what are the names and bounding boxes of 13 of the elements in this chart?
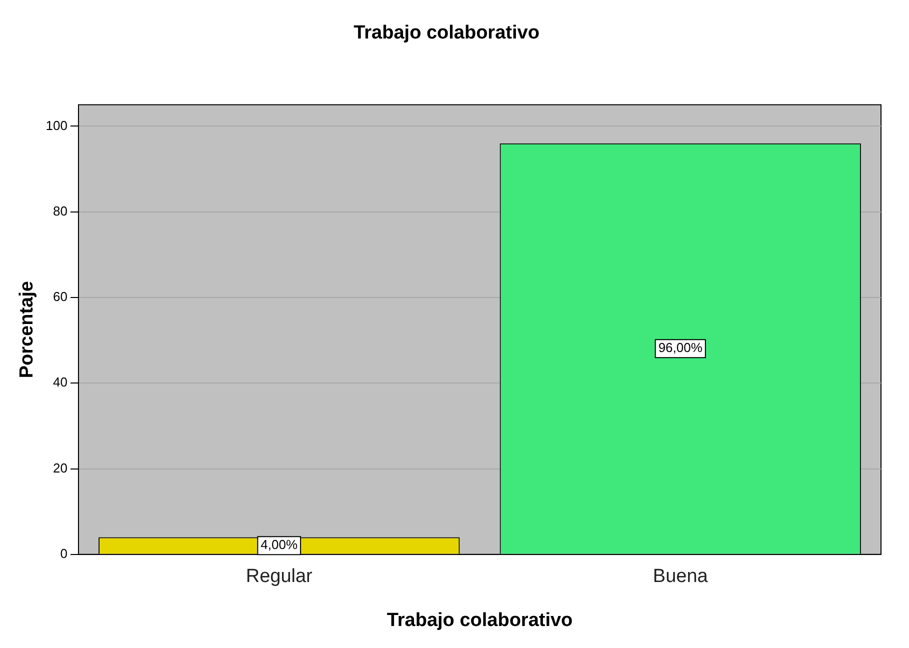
y-tick-label: 20 bbox=[53, 460, 68, 476]
y-tick-label: 100 bbox=[46, 118, 68, 133]
x-axis-title: Trabajo colaborativo bbox=[386, 610, 573, 631]
y-axis-title: Porcentaje bbox=[16, 281, 38, 378]
y-tick-label: 80 bbox=[53, 203, 68, 218]
x-tick-label: Regular bbox=[246, 566, 314, 588]
y-tick-label: 0 bbox=[60, 546, 68, 561]
data-label: 96,00% bbox=[658, 340, 703, 356]
chart-title: Trabajo colaborativo bbox=[354, 22, 540, 44]
y-tick-label: 60 bbox=[53, 289, 68, 304]
data-label: 4,00% bbox=[260, 537, 298, 552]
x-tick-label: Buena bbox=[652, 566, 708, 588]
y-tick-label: 40 bbox=[53, 374, 68, 390]
